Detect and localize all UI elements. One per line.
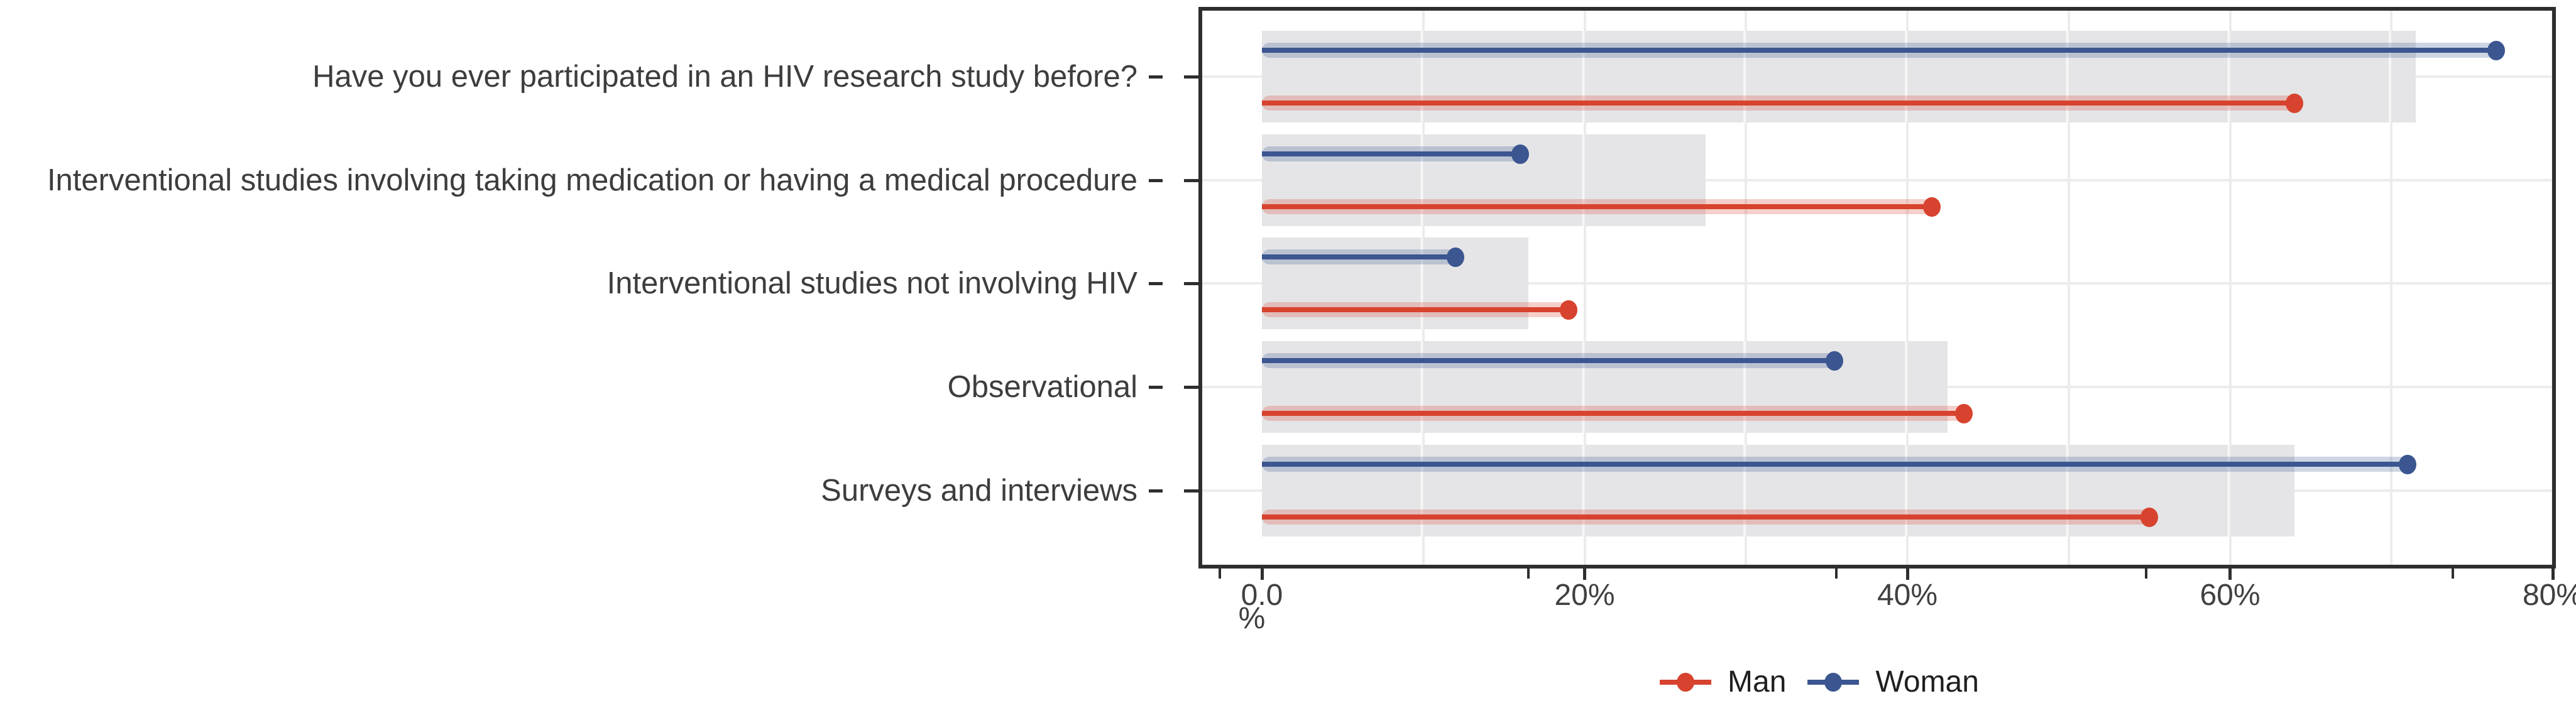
- total-bar: [1262, 237, 1528, 329]
- man-point: [2140, 507, 2159, 527]
- x-gridline: [1583, 11, 1586, 565]
- y-axis-outer-tick: [1149, 178, 1163, 182]
- y-axis-tick: [1184, 385, 1200, 389]
- legend-entry-woman: Woman: [1807, 665, 1979, 699]
- man-point: [1559, 300, 1577, 320]
- y-axis-outer-tick: [1149, 281, 1163, 285]
- legend-key-man: [1660, 672, 1712, 693]
- category-label: Surveys and interviews: [821, 474, 1137, 508]
- y-axis-tick: [1184, 178, 1200, 182]
- x-axis-tick: [1260, 569, 1264, 580]
- y-axis-outer-tick: [1149, 385, 1163, 389]
- x-gridline: [1745, 11, 1748, 565]
- man-line: [1262, 307, 1569, 312]
- woman-line: [1262, 358, 1835, 363]
- x-gridline: [2228, 11, 2232, 565]
- x-tick-label: 0.0: [1241, 579, 1283, 612]
- y-gridline: [1202, 282, 2552, 285]
- y-axis-tick: [1184, 281, 1200, 285]
- x-tick-label: 40%: [1877, 579, 1938, 612]
- man-line: [1262, 101, 2295, 106]
- legend: Man Woman: [1660, 665, 1979, 699]
- woman-line: [1262, 462, 2408, 467]
- category-label: Observational: [947, 370, 1137, 404]
- woman-point: [2398, 454, 2416, 474]
- x-axis-minor-tick: [1526, 569, 1530, 579]
- x-tick-label: 20%: [1554, 579, 1615, 612]
- x-axis-minor-tick: [1219, 569, 1222, 579]
- y-axis-tick: [1184, 75, 1200, 79]
- category-label: Have you ever participated in an HIV res…: [312, 60, 1137, 94]
- man-line: [1262, 411, 1964, 416]
- woman-line: [1262, 254, 1456, 259]
- y-axis-outer-tick: [1149, 489, 1163, 493]
- x-gridline: [1906, 11, 1909, 565]
- legend-label: Woman: [1875, 665, 1979, 699]
- total-bar: [1262, 31, 2416, 122]
- legend-entry-man: Man: [1660, 665, 1786, 699]
- woman-point: [2487, 40, 2506, 60]
- woman-point: [1511, 144, 1529, 164]
- y-axis-tick: [1184, 489, 1200, 493]
- legend-key-woman: [1807, 672, 1860, 693]
- x-gridline: [2390, 11, 2393, 565]
- x-tick-label: 60%: [2200, 579, 2261, 612]
- x-gridline: [2067, 11, 2070, 565]
- woman-line: [1262, 151, 1520, 156]
- x-axis-title: %: [1238, 602, 1266, 635]
- category-label: Interventional studies not involving HIV: [606, 266, 1137, 300]
- total-bar: [1262, 134, 1706, 226]
- x-gridline: [2551, 11, 2554, 565]
- man-point: [1954, 403, 1973, 423]
- x-axis-minor-tick: [1835, 569, 1838, 579]
- man-point: [1922, 197, 1941, 217]
- x-axis-tick: [1905, 569, 1909, 580]
- x-axis-tick: [2228, 569, 2232, 580]
- total-bar: [1262, 445, 2295, 536]
- woman-point: [1447, 247, 1465, 267]
- legend-point: [1824, 672, 1843, 692]
- x-axis-minor-tick: [2451, 569, 2454, 579]
- y-axis-outer-tick: [1149, 75, 1163, 79]
- man-point: [2286, 93, 2304, 113]
- y-gridline: [1202, 179, 2552, 182]
- man-line: [1262, 514, 2150, 520]
- woman-line: [1262, 48, 2497, 53]
- x-axis-tick: [2551, 569, 2555, 580]
- category-label: Interventional studies involving taking …: [47, 163, 1137, 197]
- man-line: [1262, 204, 1932, 209]
- legend-point: [1677, 672, 1695, 692]
- woman-point: [1826, 351, 1844, 371]
- x-tick-label: 80%: [2522, 579, 2576, 612]
- legend-label: Man: [1728, 665, 1787, 699]
- x-axis-minor-tick: [2144, 569, 2147, 579]
- x-axis-tick: [1583, 569, 1586, 580]
